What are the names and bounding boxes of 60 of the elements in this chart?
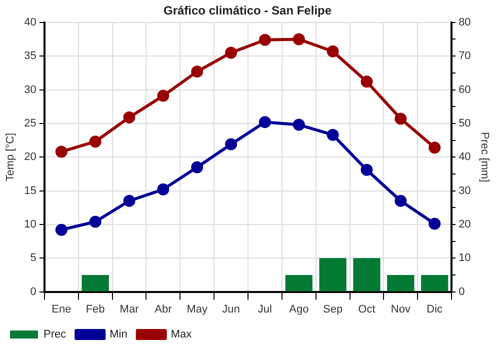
y2-tick-label: 20 <box>458 218 471 230</box>
point <box>157 183 170 196</box>
point <box>258 34 271 46</box>
y2-tick-label: 70 <box>458 50 471 62</box>
point <box>326 128 339 141</box>
y-tick-label: 0 <box>30 286 36 298</box>
point <box>89 136 102 148</box>
point <box>89 216 102 228</box>
point <box>292 118 305 131</box>
y2-tick-label: 30 <box>458 184 471 197</box>
y-axis-title: Temp [°C] <box>4 132 17 182</box>
legend-label: Min <box>110 328 128 341</box>
y2-axis-title: Prec [mm] <box>478 132 490 182</box>
point <box>55 146 68 158</box>
point <box>292 33 305 46</box>
x-tick-label: Feb <box>86 303 105 316</box>
x-tick-label: Dic <box>426 303 444 316</box>
point <box>360 164 373 176</box>
point <box>428 218 441 230</box>
y-tick-label: 40 <box>24 16 36 28</box>
point <box>428 142 441 154</box>
y-tick-label: 20 <box>24 151 36 164</box>
y-tick-label: 25 <box>24 117 36 130</box>
x-tick-label: Mar <box>120 303 140 316</box>
point <box>157 90 170 102</box>
point <box>55 224 68 236</box>
y2-tick-label: 50 <box>458 117 471 130</box>
x-tick-label: Jun <box>222 303 240 316</box>
x-tick-label: Ene <box>52 303 72 316</box>
point <box>326 45 339 58</box>
point <box>123 194 136 207</box>
y2-tick-label: 0 <box>458 286 465 298</box>
point <box>225 46 238 59</box>
y2-tick-label: 60 <box>458 84 471 96</box>
point <box>225 138 238 150</box>
x-tick-label: Sep <box>323 303 343 316</box>
point <box>394 112 407 125</box>
y-tick-label: 35 <box>24 50 36 62</box>
x-tick-label: Abr <box>154 303 172 316</box>
x-tick-label: May <box>186 303 208 316</box>
chart-title: Gráfico climático - San Felipe <box>163 4 332 18</box>
point <box>191 66 204 78</box>
legend-label: Prec <box>44 328 67 341</box>
y2-tick-label: 10 <box>458 252 471 264</box>
y-tick-label: 30 <box>24 84 36 96</box>
point <box>123 111 136 124</box>
y2-tick-label: 40 <box>458 151 471 164</box>
y-tick-label: 10 <box>24 218 36 230</box>
x-tick-label: Nov <box>390 303 411 316</box>
x-tick-label: Ago <box>289 303 309 316</box>
x-tick-label: Jul <box>258 303 272 316</box>
legend-label: Max <box>170 328 192 341</box>
point <box>191 161 204 174</box>
y2-tick-label: 80 <box>458 16 471 28</box>
point <box>258 116 271 128</box>
x-tick-label: Oct <box>358 303 376 316</box>
point <box>360 76 373 88</box>
y-tick-label: 15 <box>24 184 36 197</box>
y-tick-label: 5 <box>30 252 36 264</box>
point <box>394 194 407 207</box>
